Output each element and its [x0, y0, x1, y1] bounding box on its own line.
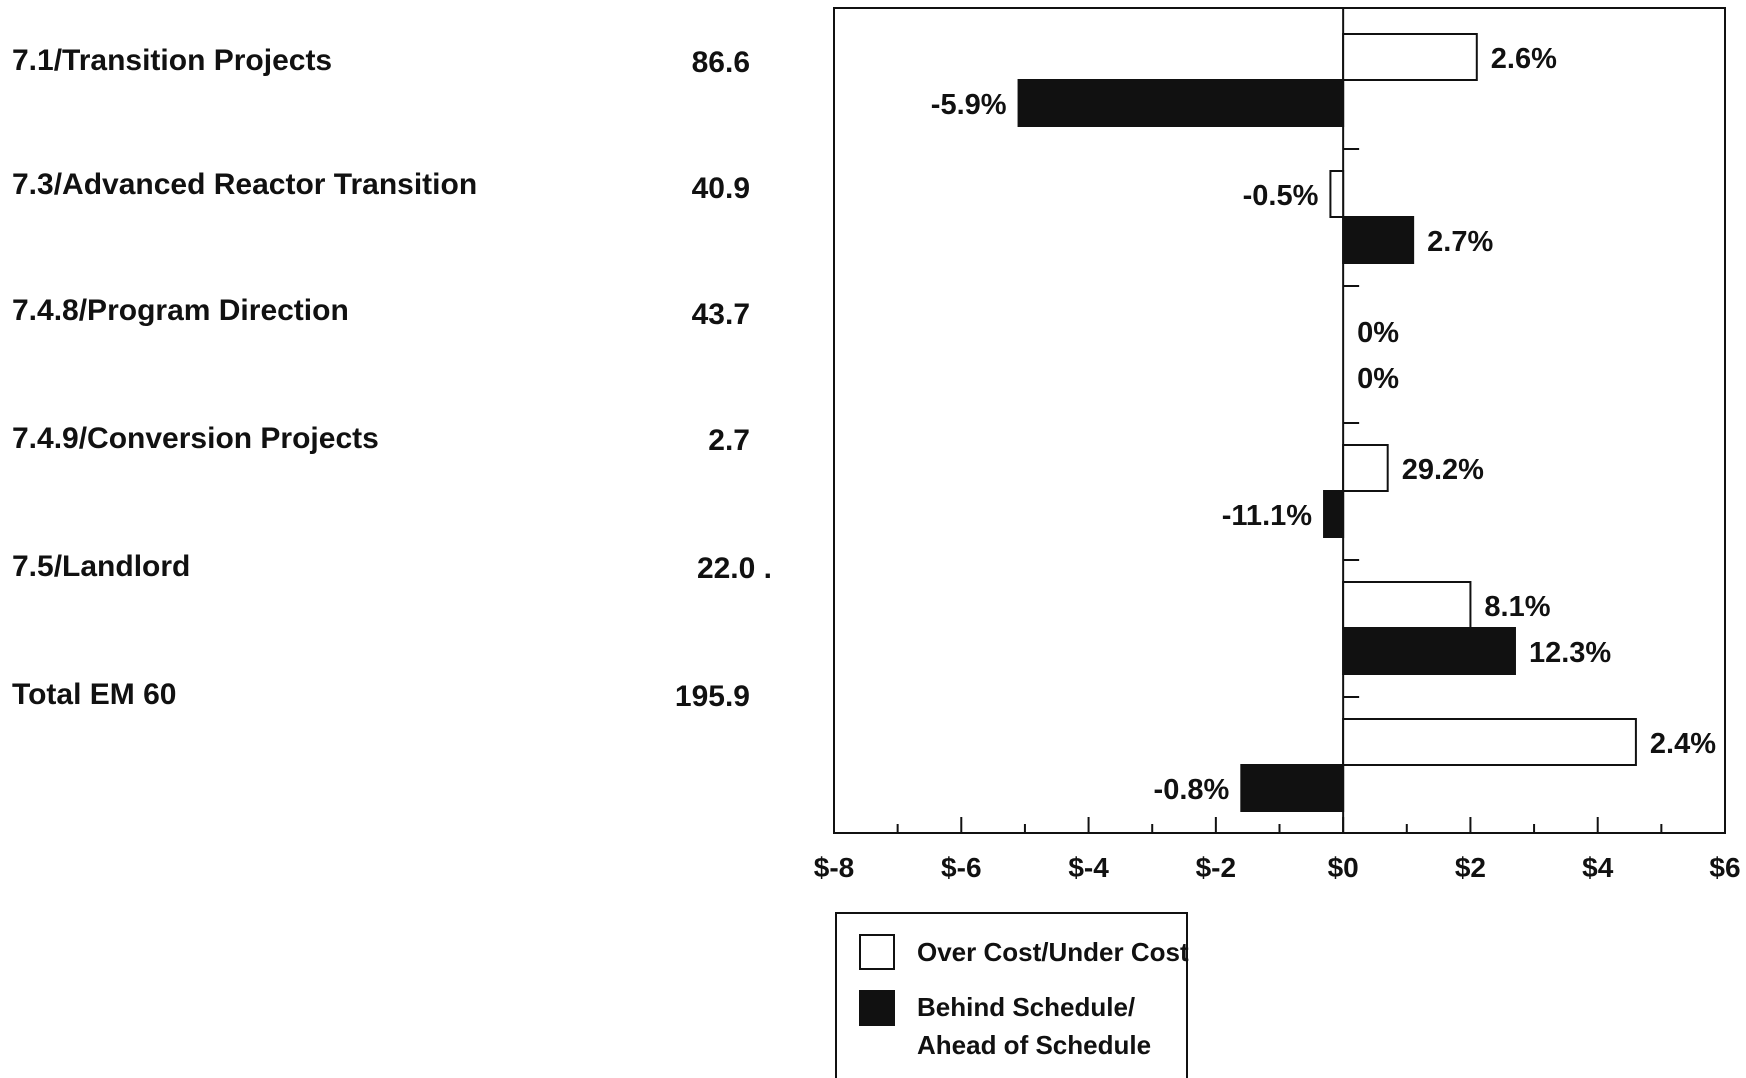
- row-labels-panel: 7.1/Transition Projects 86.6 7.3/Advance…: [0, 0, 820, 1078]
- bar-schedule-variance: [1342, 216, 1415, 264]
- bar-cost-variance: [1342, 444, 1389, 492]
- x-tick-label: $-2: [1196, 852, 1236, 883]
- row-label: 7.1/Transition Projects: [12, 44, 333, 77]
- data-label-cost: 29.2%: [1402, 454, 1484, 486]
- data-label-cost: 2.6%: [1491, 43, 1557, 75]
- data-label-cost: 0%: [1357, 317, 1399, 349]
- row-label: Total EM 60: [12, 678, 177, 711]
- data-label-schedule: -5.9%: [931, 89, 1007, 121]
- legend-swatch-cost: [859, 934, 895, 970]
- row-label: 7.3/Advanced Reactor Transition: [12, 168, 478, 201]
- row-label: 7.5/Landlord: [12, 550, 191, 583]
- chart-legend: Over Cost/Under Cost Behind Schedule/ Ah…: [835, 912, 1189, 1078]
- bar-schedule-variance: [1017, 79, 1345, 127]
- x-tick-label: $0: [1328, 852, 1359, 883]
- row-value: 40.9: [691, 172, 750, 205]
- data-label-cost: -0.5%: [1243, 180, 1319, 212]
- row-value: 43.7: [691, 298, 750, 331]
- x-tick-label: $6: [1709, 852, 1740, 883]
- plot-frame: [833, 7, 1726, 834]
- data-label-schedule: 2.7%: [1427, 226, 1493, 258]
- data-label-cost: 8.1%: [1484, 591, 1550, 623]
- data-label-schedule: 0%: [1357, 363, 1399, 395]
- bar-cost-variance: [1342, 718, 1637, 766]
- data-label-schedule: -0.8%: [1154, 774, 1230, 806]
- bar-schedule-variance: [1342, 627, 1516, 675]
- legend-swatch-schedule: [859, 990, 895, 1026]
- row-label: 7.4.9/Conversion Projects: [12, 422, 379, 455]
- data-label-schedule: 12.3%: [1529, 637, 1611, 669]
- legend-label-schedule-1: Behind Schedule/: [917, 992, 1136, 1022]
- bar-cost-variance: [1342, 581, 1472, 629]
- x-tick-label: $4: [1582, 852, 1614, 883]
- row-label: 7.4.8/Program Direction: [12, 294, 349, 327]
- row-value: 22.0 .: [696, 552, 772, 585]
- bar-cost-variance: [1329, 170, 1345, 218]
- legend-label-cost: Over Cost/Under Cost: [917, 937, 1189, 967]
- data-label-schedule: -11.1%: [1222, 500, 1312, 532]
- row-value: 2.7: [708, 424, 750, 457]
- bar-cost-variance: [1342, 33, 1478, 81]
- legend-label-schedule-2: Ahead of Schedule: [917, 1030, 1152, 1060]
- x-tick-label: $-4: [1068, 852, 1109, 883]
- bar-schedule-variance: [1240, 764, 1345, 812]
- x-tick-label: $2: [1455, 852, 1486, 883]
- bar-schedule-variance: [1323, 490, 1345, 538]
- x-tick-label: $-8: [814, 852, 854, 883]
- data-label-cost: 2.4%: [1650, 728, 1716, 760]
- row-value: 86.6: [691, 46, 750, 79]
- row-value: 195.9: [674, 680, 750, 713]
- x-tick-label: $-6: [941, 852, 981, 883]
